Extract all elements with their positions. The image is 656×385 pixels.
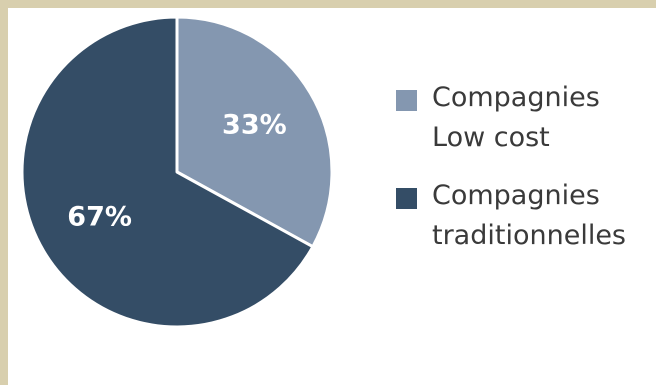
pie-chart: 33% 67% xyxy=(20,15,334,329)
legend-swatch-traditional xyxy=(396,188,417,209)
pie-slice-label-1: 67% xyxy=(67,201,132,232)
pie-slice-0 xyxy=(175,15,334,249)
legend-item-low-cost: Compagnies Low cost xyxy=(396,78,654,158)
legend-label-low-cost-line1: Compagnies xyxy=(432,82,600,113)
legend-item-traditional: Compagnies traditionnelles xyxy=(396,176,654,256)
pie-slice-label-0: 33% xyxy=(222,110,287,141)
legend-label-traditional-line1: Compagnies xyxy=(432,180,600,211)
legend-label-low-cost-line2: Low cost xyxy=(432,122,550,153)
legend-swatch-low-cost xyxy=(396,90,417,111)
legend-label-traditional-line2: traditionnelles xyxy=(432,220,626,251)
chart-panel: 33% 67% Compagnies Low cost Compagnies tr… xyxy=(8,8,656,385)
pie-slice-1 xyxy=(20,15,315,329)
legend: Compagnies Low cost Compagnies tradition… xyxy=(396,78,654,274)
